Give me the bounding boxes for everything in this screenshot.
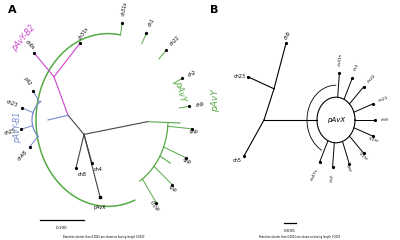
Text: ch9: ch9 <box>381 118 389 122</box>
Text: ch22: ch22 <box>168 35 180 47</box>
Text: ch21: ch21 <box>378 96 389 103</box>
Text: ch9: ch9 <box>195 102 204 108</box>
Text: p42: p42 <box>22 77 32 87</box>
Text: pAvX: pAvX <box>94 205 106 210</box>
Text: A: A <box>8 5 17 15</box>
Text: ch23: ch23 <box>234 74 246 79</box>
Text: ch22: ch22 <box>366 73 377 83</box>
Text: ch10: ch10 <box>151 197 162 210</box>
Text: ch31s: ch31s <box>78 26 90 41</box>
Text: ch2: ch2 <box>187 69 197 78</box>
Text: ch10: ch10 <box>359 149 369 160</box>
Text: ch5: ch5 <box>168 182 178 191</box>
Text: ch23: ch23 <box>5 99 18 108</box>
Text: ch15: ch15 <box>368 133 379 140</box>
Text: Branches shorter than 0.0043 are shown as having length 0.0043: Branches shorter than 0.0043 are shown a… <box>63 235 145 239</box>
Text: pAvY: pAvY <box>212 90 220 112</box>
Text: ch9: ch9 <box>284 31 292 41</box>
Text: ch6: ch6 <box>347 163 353 171</box>
Text: ch8: ch8 <box>188 126 198 132</box>
Text: ch47s: ch47s <box>310 168 319 181</box>
Text: ch25: ch25 <box>4 128 17 136</box>
Text: ch31s: ch31s <box>121 1 128 16</box>
Text: ch31s: ch31s <box>338 53 343 66</box>
Text: 0.005: 0.005 <box>284 229 296 233</box>
Text: ch6s: ch6s <box>24 39 36 50</box>
Text: 0.190: 0.190 <box>56 226 68 230</box>
Text: ch2: ch2 <box>329 174 334 182</box>
Text: ch1: ch1 <box>353 63 360 72</box>
Text: Branches shorter than 0.0001 are shown as having length 0.0001: Branches shorter than 0.0001 are shown a… <box>259 235 341 239</box>
Text: ch48: ch48 <box>17 150 28 162</box>
Text: ch1: ch1 <box>147 18 156 28</box>
Text: ch6: ch6 <box>182 155 192 163</box>
Text: ch8: ch8 <box>78 172 87 177</box>
Text: B: B <box>210 5 218 15</box>
Text: pAvY: pAvY <box>173 80 187 103</box>
Text: ch4: ch4 <box>94 167 103 172</box>
Text: pAvY-B1: pAvY-B1 <box>14 112 22 143</box>
Text: pAvY-B2: pAvY-B2 <box>10 24 38 53</box>
Text: ch5: ch5 <box>233 158 242 163</box>
Text: pAvX: pAvX <box>327 117 345 123</box>
